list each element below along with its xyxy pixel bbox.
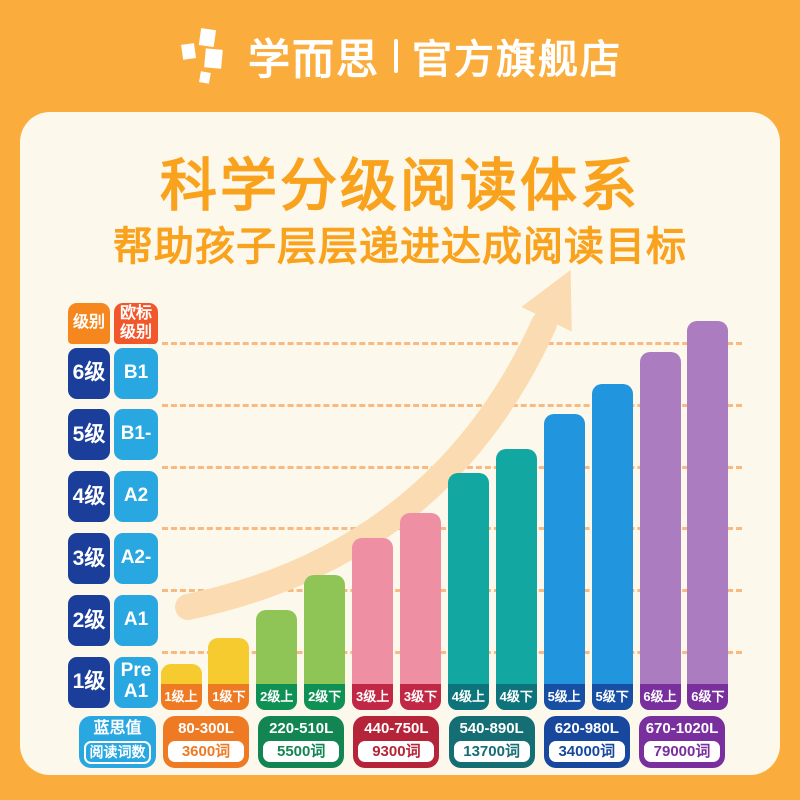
word-count: 9300词	[358, 741, 435, 762]
content-card: 科学分级阅读体系 帮助孩子层层递进达成阅读目标 级别 欧标级别 6级 B1 5级 B1…	[20, 112, 780, 775]
lexile-badge: 670-1020L 79000词	[639, 716, 725, 768]
word-count: 34000词	[548, 741, 625, 762]
bar: 2级下	[304, 575, 346, 710]
lexile-range: 80-300L	[178, 720, 234, 737]
bar: 6级下	[687, 321, 729, 710]
reading-level-chart: 级别 欧标级别 6级 B1 5级 B1- 4级 A2 3级 A2- 2级 A1 1级 Pre A1 1…	[20, 112, 780, 775]
lexile-badge: 440-750L 9300词	[353, 716, 440, 768]
level-cell: 1级	[68, 656, 110, 708]
level-cell: 6级	[68, 347, 110, 399]
bar-label: 2级下	[304, 684, 346, 710]
lexile-range: 540-890L	[459, 720, 524, 737]
lexile-badge: 80-300L 3600词	[163, 716, 249, 768]
lexile-legend-badge: 蓝思值 阅读词数	[79, 716, 156, 768]
word-count: 3600词	[168, 741, 244, 762]
axis-header-cefr: 欧标级别	[114, 303, 158, 344]
bar: 5级下	[591, 384, 633, 710]
bar-label: 6级上	[639, 684, 681, 710]
store-header: 学而思 官方旗舰店	[0, 0, 800, 112]
cefr-cell: A2	[114, 471, 158, 523]
lexile-range: 220-510L	[269, 720, 334, 737]
bar-label: 4级下	[495, 684, 537, 710]
lexile-range: 670-1020L	[645, 720, 719, 737]
header-divider	[394, 39, 398, 73]
word-count: 79000词	[644, 741, 720, 762]
lexile-badge: 540-890L 13700词	[448, 716, 535, 768]
page-subtitle: 帮助孩子层层递进达成阅读目标	[113, 225, 687, 269]
bar-label: 1级下	[208, 684, 250, 710]
bar: 6级上	[639, 352, 681, 710]
bar: 4级下	[495, 449, 537, 710]
bar-label: 3级上	[352, 684, 394, 710]
cefr-cell: B1	[114, 347, 158, 399]
bar-label: 2级上	[256, 684, 298, 710]
bar: 4级上	[447, 473, 489, 710]
bar-label: 3级下	[400, 684, 441, 710]
bar: 3级下	[400, 513, 441, 710]
legend-subtitle: 阅读词数	[84, 741, 151, 764]
store-name: 官方旗舰店	[412, 38, 622, 82]
cefr-cell: A2-	[114, 532, 158, 584]
word-count: 5500词	[263, 741, 340, 762]
bar: 3级上	[352, 538, 394, 710]
cefr-cell: Pre A1	[114, 656, 158, 708]
lexile-badge: 620-980L 34000词	[543, 716, 630, 768]
bar-label: 5级下	[591, 684, 633, 710]
lexile-range: 620-980L	[554, 720, 619, 737]
axis-header-level: 级别	[68, 303, 110, 344]
word-count: 13700词	[453, 741, 530, 762]
bar: 5级上	[543, 414, 585, 710]
legend-title: 蓝思值	[93, 720, 142, 737]
level-cell: 3级	[68, 532, 110, 584]
page-title: 科学分级阅读体系	[160, 154, 640, 218]
brand-logo-icon	[181, 28, 223, 84]
level-cell: 2级	[68, 594, 110, 646]
bar-label: 5级上	[543, 684, 585, 710]
cefr-cell: B1-	[114, 409, 158, 461]
bar: 1级上	[160, 664, 202, 710]
lexile-badge: 220-510L 5500词	[258, 716, 345, 768]
level-cell: 5级	[68, 409, 110, 461]
bar: 2级上	[256, 610, 298, 710]
bar-label: 4级上	[447, 684, 489, 710]
bar: 1级下	[208, 638, 250, 710]
level-cell: 4级	[68, 471, 110, 523]
gridline	[162, 342, 742, 345]
cefr-cell: A1	[114, 594, 158, 646]
brand-name: 学而思	[247, 35, 380, 83]
lexile-range: 440-750L	[364, 720, 429, 737]
bar-label: 6级下	[687, 684, 729, 710]
bar-label: 1级上	[160, 684, 202, 710]
